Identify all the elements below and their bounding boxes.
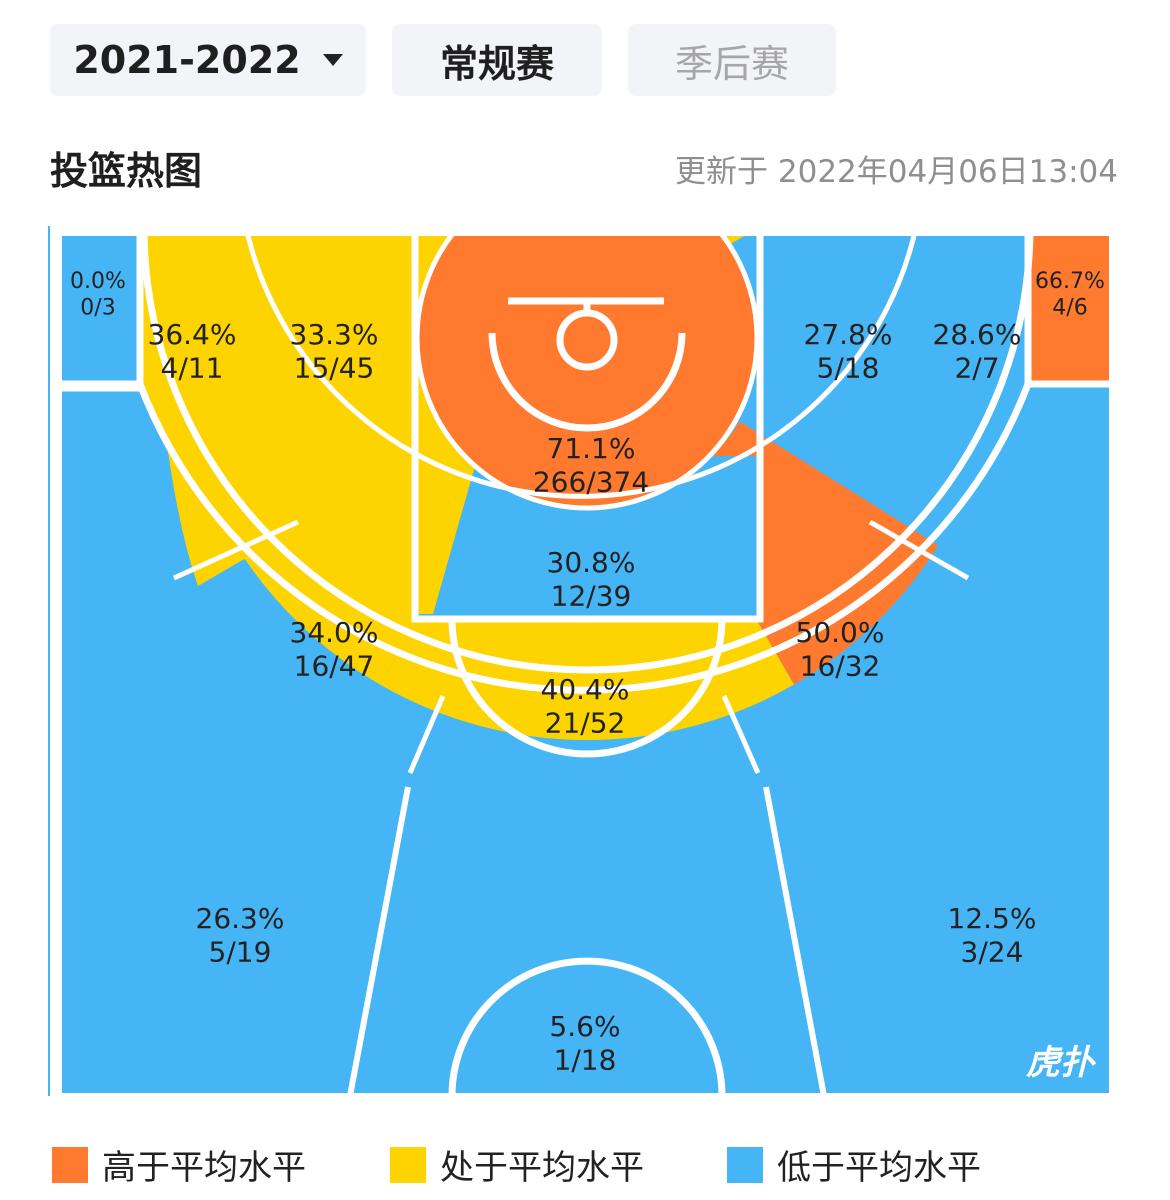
legend-swatch-above bbox=[52, 1146, 88, 1183]
zone-made: 5/18 bbox=[817, 352, 880, 385]
zone-made: 4/11 bbox=[161, 352, 224, 385]
zone-pct: 34.0% bbox=[290, 616, 379, 649]
zone-made: 21/52 bbox=[545, 707, 626, 740]
three-point-arc bbox=[136, 382, 1032, 694]
paint-box bbox=[411, 236, 764, 623]
zone-pct: 28.6% bbox=[933, 318, 1022, 351]
zone-pct: 40.4% bbox=[541, 673, 630, 706]
legend-label-average: 处于平均水平 bbox=[440, 1148, 644, 1188]
hupu-watermark-logo: 虎扑 bbox=[1026, 1043, 1097, 1083]
zone-pct: 0.0% bbox=[70, 269, 126, 294]
zone-label-top-three: 5.6%1/18 bbox=[549, 1010, 620, 1077]
zone-made: 266/374 bbox=[533, 466, 649, 499]
zone-label-right-wing-mid: 50.0%16/32 bbox=[796, 616, 885, 683]
season-select[interactable]: 2021-2022 bbox=[50, 24, 366, 96]
zone-label-left-short-baseline: 33.3%15/45 bbox=[290, 318, 379, 385]
legend-item-above: 高于平均水平 bbox=[52, 1140, 306, 1189]
zone-label-left-wing-three: 26.3%5/19 bbox=[196, 902, 285, 969]
season-select-value: 2021-2022 bbox=[73, 38, 301, 82]
zone-label-left-corner-three: 0.0%0/3 bbox=[70, 269, 126, 320]
restricted-area-circle bbox=[414, 236, 760, 511]
tab-playoffs-label: 季后赛 bbox=[674, 41, 789, 86]
zone-made: 3/24 bbox=[961, 936, 1024, 969]
zone-label-right-wing-three: 12.5%3/24 bbox=[948, 902, 1037, 969]
zone-pct: 5.6% bbox=[549, 1010, 620, 1043]
zone-left-corner-three bbox=[62, 236, 140, 384]
wing-divider-right bbox=[763, 786, 827, 1093]
zone-restricted-area bbox=[417, 236, 757, 508]
zone-paint-lower bbox=[415, 456, 760, 619]
inner-midrange-arc bbox=[245, 236, 917, 499]
zone-label-restricted-area: 71.1%266/374 bbox=[533, 432, 649, 499]
zone-pct: 36.4% bbox=[148, 318, 237, 351]
zone-pct: 26.3% bbox=[196, 902, 285, 935]
free-throw-arc bbox=[448, 618, 726, 758]
mid-divider-left bbox=[172, 519, 300, 581]
legend-label-below: 低于平均水平 bbox=[777, 1148, 981, 1188]
legend-item-average: 处于平均水平 bbox=[390, 1140, 644, 1189]
outer-midrange-arc bbox=[140, 236, 1034, 674]
zone-made: 5/19 bbox=[209, 936, 272, 969]
rim bbox=[556, 309, 618, 371]
tab-regular-season[interactable]: 常规赛 bbox=[392, 24, 602, 96]
zone-label-paint-non-ra: 30.8%12/39 bbox=[547, 546, 636, 613]
mid-divider-right-low bbox=[721, 694, 761, 775]
zone-pct: 71.1% bbox=[547, 432, 636, 465]
zone-made: 4/6 bbox=[1052, 295, 1087, 320]
zone-made: 12/39 bbox=[551, 580, 632, 613]
zone-pct: 27.8% bbox=[804, 318, 893, 351]
zone-made: 16/47 bbox=[294, 650, 375, 683]
legend-label-above: 高于平均水平 bbox=[102, 1148, 306, 1188]
zone-label-right-short-baseline: 27.8%5/18 bbox=[804, 318, 893, 385]
zone-made: 15/45 bbox=[294, 352, 375, 385]
zone-label-right-corner-three: 66.7%4/6 bbox=[1035, 269, 1105, 320]
chevron-down-icon bbox=[322, 54, 343, 66]
tab-playoffs[interactable]: 季后赛 bbox=[628, 24, 836, 96]
center-circle-arc bbox=[448, 957, 726, 1093]
zone-label-right-mid-baseline: 28.6%2/7 bbox=[933, 318, 1022, 385]
zone-label-top-key-mid: 40.4%21/52 bbox=[541, 673, 630, 740]
mid-divider-left-low bbox=[407, 695, 446, 774]
zone-pct: 50.0% bbox=[796, 616, 885, 649]
section-title: 投篮热图 bbox=[50, 149, 203, 193]
zone-pct: 33.3% bbox=[290, 318, 379, 351]
legend-swatch-average bbox=[390, 1146, 426, 1183]
restricted-arc bbox=[488, 332, 686, 432]
zone-pct: 66.7% bbox=[1035, 269, 1105, 294]
zone-label-left-mid-baseline: 36.4%4/11 bbox=[148, 318, 237, 385]
zone-made: 0/3 bbox=[80, 295, 115, 320]
zone-pct: 30.8% bbox=[547, 546, 636, 579]
wing-divider-left bbox=[347, 786, 411, 1093]
tab-regular-season-label: 常规赛 bbox=[439, 41, 554, 86]
zone-right-corner-three bbox=[1028, 236, 1109, 384]
zone-made: 16/32 bbox=[800, 650, 881, 683]
update-time: 更新于 2022年04月06日13:04 bbox=[675, 154, 1118, 190]
zone-label-left-wing-mid: 34.0%16/47 bbox=[290, 616, 379, 683]
mid-divider-right bbox=[868, 519, 970, 581]
zone-made: 2/7 bbox=[954, 352, 999, 385]
zone-right-mid-baseline bbox=[866, 236, 1020, 574]
legend-swatch-below bbox=[727, 1146, 763, 1183]
legend-item-below: 低于平均水平 bbox=[727, 1140, 981, 1189]
zone-left-mid-baseline bbox=[148, 236, 301, 586]
zone-pct: 12.5% bbox=[948, 902, 1037, 935]
zone-made: 1/18 bbox=[554, 1044, 617, 1077]
shot-heatmap-court: 0.0%0/3 36.4%4/11 33.3%15/45 71.1%266/374 27… bbox=[48, 226, 1118, 1096]
